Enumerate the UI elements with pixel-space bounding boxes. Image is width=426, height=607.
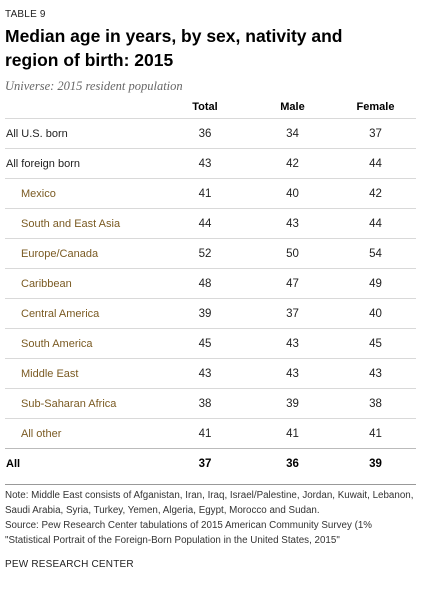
title-line-1: Median age in years, by sex, nativity an… [5,26,343,46]
cell-female: 43 [335,358,416,389]
cell-female: 49 [335,268,416,299]
column-header-female: Female [356,101,395,113]
table-subtitle: Universe: 2015 resident population [5,79,183,93]
cell-female: 54 [335,238,416,269]
cell-male: 43 [250,328,335,359]
row-label: Mexico [5,178,160,209]
source-text-line-1: Source: Pew Research Center tabulations … [5,520,373,531]
cell-female: 38 [335,388,416,419]
cell-total: 45 [160,328,250,359]
cell-total: 41 [160,178,250,209]
cell-male: 41 [250,418,335,449]
row-label: All other [5,418,160,449]
row-label: Caribbean [5,268,160,299]
cell-male: 42 [250,148,335,179]
total-row: All 37 36 39 [5,448,416,478]
table-row: Europe/Canada 52 50 54 [5,238,416,269]
table-row: Caribbean 48 47 49 [5,268,416,299]
column-header-total: Total [192,101,218,113]
row-label: South America [5,328,160,359]
org-footer: PEW RESEARCH CENTER [5,559,134,570]
cell-total: 37 [160,448,250,478]
table-row: Mexico 41 40 42 [5,178,416,209]
column-header-male: Male [280,101,305,113]
column-header-label [5,96,160,119]
cell-female: 37 [335,118,416,149]
row-label: All [5,448,160,478]
cell-female: 40 [335,298,416,329]
cell-male: 39 [250,388,335,419]
cell-total: 43 [160,358,250,389]
cell-male: 43 [250,358,335,389]
cell-total: 48 [160,268,250,299]
table-row: All foreign born 43 42 44 [5,148,416,179]
table-row: South and East Asia 44 43 44 [5,208,416,239]
header-row: Total Male Female [5,96,416,119]
table-row: All other 41 41 41 [5,418,416,449]
table-notes: Note: Middle East consists of Afganistan… [5,484,416,548]
cell-total: 43 [160,148,250,179]
table-row: Sub-Saharan Africa 38 39 38 [5,388,416,419]
row-label: All foreign born [5,148,160,179]
cell-total: 44 [160,208,250,239]
cell-female: 42 [335,178,416,209]
cell-male: 43 [250,208,335,239]
median-age-table: Total Male Female All U.S. born 36 34 37… [5,96,416,478]
page-title: Median age in years, by sex, nativity an… [5,24,421,72]
table-row: South America 45 43 45 [5,328,416,359]
source-text-line-2: "Statistical Portrait of the Foreign-Bor… [5,535,340,546]
row-label: Middle East [5,358,160,389]
row-label: Central America [5,298,160,329]
cell-female: 39 [335,448,416,478]
cell-male: 36 [250,448,335,478]
cell-female: 45 [335,328,416,359]
table-row: Central America 39 37 40 [5,298,416,329]
cell-male: 34 [250,118,335,149]
cell-male: 47 [250,268,335,299]
table-row: All U.S. born 36 34 37 [5,118,416,149]
cell-male: 37 [250,298,335,329]
cell-total: 36 [160,118,250,149]
note-text: Note: Middle East consists of Afganistan… [5,490,414,516]
table-figure: TABLE 9 Median age in years, by sex, nat… [5,0,421,570]
cell-male: 40 [250,178,335,209]
table-label: TABLE 9 [5,9,46,20]
row-label: All U.S. born [5,118,160,149]
cell-female: 44 [335,208,416,239]
cell-total: 41 [160,418,250,449]
title-line-2: region of birth: 2015 [5,50,174,70]
row-label: Sub-Saharan Africa [5,388,160,419]
table-row: Middle East 43 43 43 [5,358,416,389]
row-label: Europe/Canada [5,238,160,269]
cell-total: 38 [160,388,250,419]
cell-female: 41 [335,418,416,449]
cell-total: 39 [160,298,250,329]
cell-male: 50 [250,238,335,269]
row-label: South and East Asia [5,208,160,239]
cell-female: 44 [335,148,416,179]
cell-total: 52 [160,238,250,269]
